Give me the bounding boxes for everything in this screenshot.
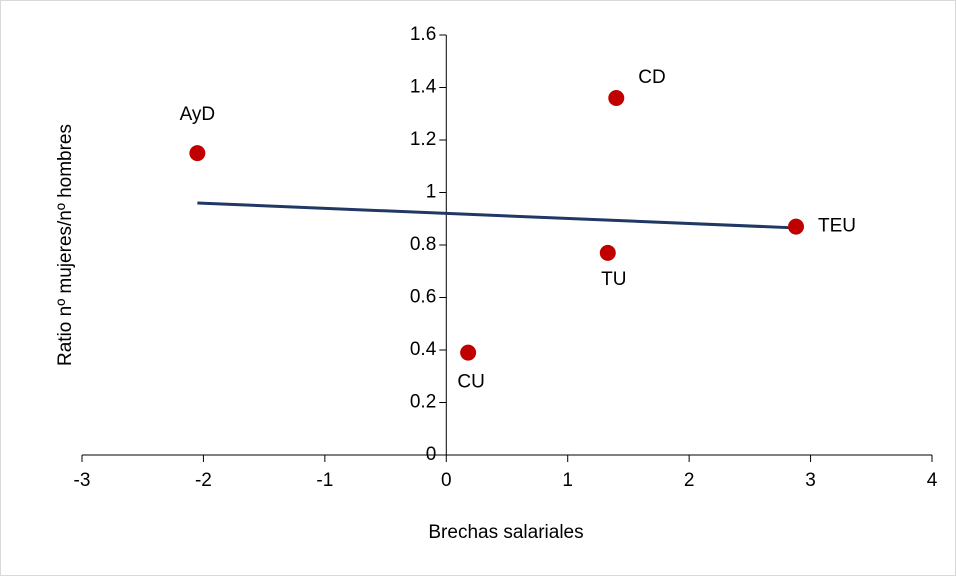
x-axis-label: Brechas salariales — [428, 522, 583, 543]
y-tick-label: 0.6 — [410, 287, 436, 308]
trend-line — [197, 201, 797, 230]
y-tick-label: 0.8 — [410, 234, 436, 255]
x-tick-label: -3 — [74, 470, 91, 491]
y-tick-label: 1.4 — [410, 77, 437, 98]
point — [460, 344, 477, 361]
y-tick-label: 0.2 — [410, 392, 436, 413]
x-tick-label: 0 — [441, 470, 452, 491]
y-tick-label: 1 — [426, 182, 437, 203]
x-tick-label: 3 — [805, 470, 816, 491]
point-label: AyD — [180, 104, 216, 125]
point-label: CU — [457, 372, 484, 393]
y-tick-label: 0.4 — [410, 339, 437, 360]
x-tick-label: -2 — [195, 470, 212, 491]
x-tick-label: 1 — [562, 470, 573, 491]
point — [599, 244, 616, 261]
point — [608, 90, 625, 106]
y-tick-label: 1.2 — [410, 129, 436, 150]
point — [189, 145, 206, 162]
point-label: CD — [638, 67, 665, 88]
point — [788, 218, 804, 235]
point-label: TU — [601, 269, 626, 290]
x-tick-label: 2 — [684, 470, 695, 491]
point-label: TEU — [818, 216, 856, 237]
y-tick-label: 0 — [426, 444, 437, 465]
x-tick-label: -1 — [316, 470, 333, 491]
y-axis-label: Ratio nº mujeres/nº hombres — [55, 124, 76, 366]
x-tick-label: 4 — [927, 470, 938, 491]
y-tick-label: 1.6 — [410, 24, 436, 45]
